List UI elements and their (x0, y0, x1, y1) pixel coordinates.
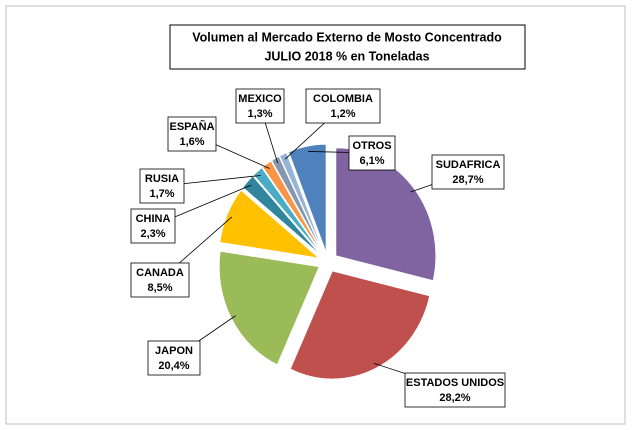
value-label: 1,7% (149, 188, 174, 200)
label-box (348, 135, 396, 171)
pie-slice (219, 189, 321, 259)
category-label: MEXICO (238, 93, 282, 105)
label-box (139, 168, 185, 204)
title-box (169, 24, 526, 70)
chart-subtitle: JULIO 2018 % en Toneladas (264, 49, 429, 63)
pie-slice (253, 167, 322, 255)
value-label: 1,6% (179, 136, 204, 148)
category-label: ESPAÑA (169, 120, 214, 133)
value-label: 20,4% (158, 360, 189, 372)
label-box (130, 262, 190, 298)
value-label: 28,7% (452, 174, 483, 186)
pie-slice (289, 270, 431, 380)
pie (218, 143, 437, 380)
pie-slice (262, 160, 323, 254)
label-box (130, 208, 176, 244)
category-label: RUSIA (145, 173, 179, 185)
label-box (235, 88, 285, 124)
label-box (404, 372, 506, 408)
category-label: OTROS (352, 140, 391, 152)
value-label: 1,2% (330, 108, 355, 120)
label-box (431, 154, 505, 190)
category-label: JAPON (155, 345, 193, 357)
pie-slice (288, 143, 327, 253)
label-box (167, 116, 217, 152)
label-box (305, 88, 381, 124)
value-label: 2,3% (140, 228, 165, 240)
value-label: 6,1% (359, 155, 384, 167)
category-label: CANADA (136, 267, 184, 279)
category-label: SUDAFRICA (436, 159, 501, 171)
label-box (147, 340, 201, 376)
labels: SUDAFRICA 28,7% ESTADOS UNIDOS 28,2% JAPON 20… (130, 88, 506, 408)
category-label: ESTADOS UNIDOS (406, 377, 504, 389)
value-label: 8,5% (147, 282, 172, 294)
category-label: COLOMBIA (313, 93, 373, 105)
value-label: 1,3% (247, 108, 272, 120)
chart-title: Volumen al Mercado Externo de Mosto Conc… (192, 30, 502, 44)
pie-slice (271, 155, 324, 254)
value-label: 28,2% (439, 392, 470, 404)
category-label: CHINA (136, 213, 171, 225)
pie-slice (279, 152, 325, 254)
